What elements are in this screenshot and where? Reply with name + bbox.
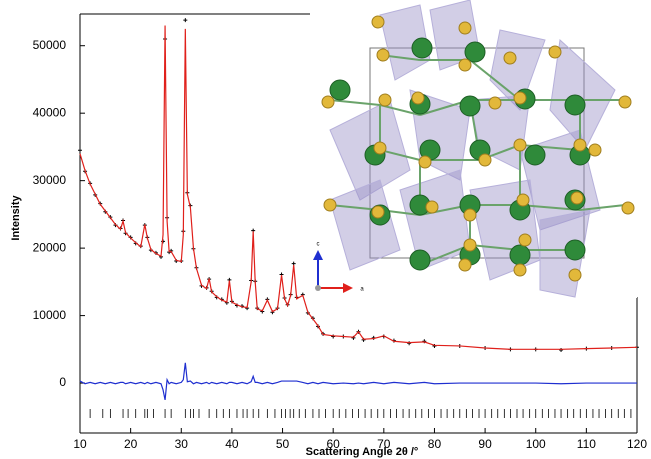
atom-yellow [324,199,336,211]
x-tick-label: 100 [526,437,546,451]
atom-yellow [459,22,471,34]
atom-yellow [571,192,583,204]
atom-yellow [412,92,424,104]
atom-yellow [426,201,438,213]
atom-yellow [514,264,526,276]
atom-yellow [489,97,501,109]
x-tick-label: 40 [225,437,239,451]
atom-yellow [419,156,431,168]
x-tick-label: 110 [577,437,596,451]
atom-yellow [589,144,601,156]
atom-green [510,245,530,265]
atom-green [460,96,480,116]
y-tick-label: 50000 [33,38,67,52]
x-tick-label: 20 [124,437,138,451]
atom-yellow [622,202,634,214]
atom-yellow [464,239,476,251]
atom-yellow [519,234,531,246]
x-tick-label: 10 [73,437,87,451]
x-tick-label: 30 [175,437,189,451]
atom-yellow [377,49,389,61]
atom-yellow [464,209,476,221]
y-tick-label: 30000 [33,173,67,187]
atom-yellow [322,96,334,108]
atom-green [565,95,585,115]
atom-yellow [514,139,526,151]
x-tick-label: 80 [428,437,442,451]
chart: 0100002000030000400005000010203040506070… [0,0,651,459]
observed-point [78,148,82,152]
observed-point [407,341,411,345]
axis-label-c: c [317,242,320,248]
axis-origin [315,285,321,291]
atom-yellow [619,96,631,108]
x-axis-label: Scattering Angle 2θ /° [306,446,419,458]
x-tick-label: 90 [478,437,492,451]
atom-yellow [504,52,516,64]
atom-yellow [549,46,561,58]
atom-green [565,240,585,260]
observed-point [559,348,563,352]
atom-yellow [372,206,384,218]
atom-green [465,42,485,62]
atom-yellow [459,59,471,71]
y-tick-label: 20000 [33,240,67,254]
observed-point [183,18,187,22]
y-tick-label: 10000 [33,308,67,322]
atom-yellow [514,92,526,104]
atom-yellow [379,94,391,106]
y-tick-label: 0 [59,375,66,389]
x-tick-label: 50 [276,437,290,451]
atom-yellow [459,259,471,271]
y-axis-label: Intensity [10,195,22,241]
x-tick-label: 120 [627,437,647,451]
atom-yellow [574,139,586,151]
atom-green [525,145,545,165]
atom-yellow [479,154,491,166]
series-line [80,363,637,400]
atom-yellow [517,194,529,206]
atom-green [412,38,432,58]
atom-yellow [374,142,386,154]
atom-yellow [569,269,581,281]
atom-green [330,80,350,100]
atom-yellow [372,16,384,28]
y-tick-label: 40000 [33,105,67,119]
atom-green [410,250,430,270]
crystal-structure-inset: ca [312,0,637,298]
